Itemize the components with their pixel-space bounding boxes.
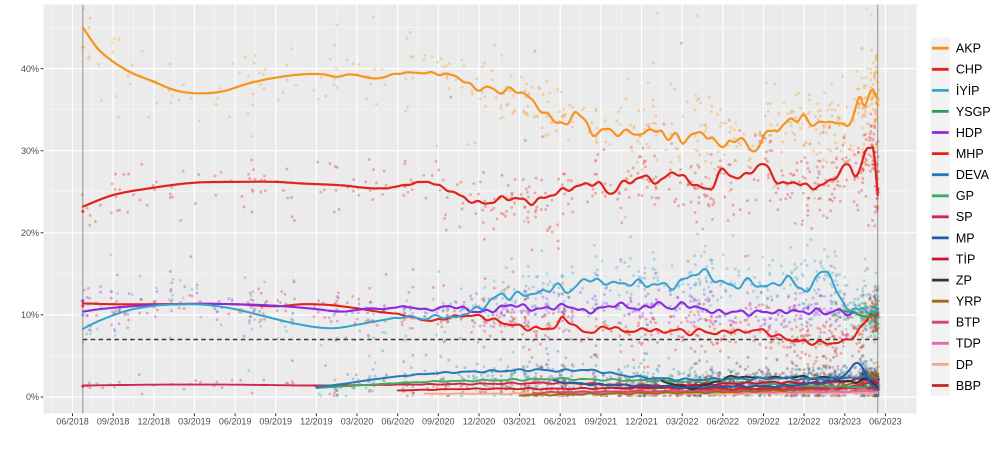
svg-text:09/2021: 09/2021	[585, 417, 618, 427]
svg-text:12/2019: 12/2019	[300, 417, 333, 427]
svg-text:03/2019: 03/2019	[178, 417, 211, 427]
svg-text:03/2020: 03/2020	[341, 417, 374, 427]
svg-text:03/2021: 03/2021	[503, 417, 536, 427]
svg-text:03/2022: 03/2022	[666, 417, 699, 427]
svg-text:09/2022: 09/2022	[747, 417, 780, 427]
svg-text:06/2018: 06/2018	[56, 417, 89, 427]
svg-text:09/2020: 09/2020	[422, 417, 455, 427]
svg-text:06/2019: 06/2019	[219, 417, 252, 427]
svg-text:12/2020: 12/2020	[463, 417, 496, 427]
svg-text:12/2018: 12/2018	[138, 417, 171, 427]
svg-text:06/2022: 06/2022	[707, 417, 740, 427]
svg-text:06/2021: 06/2021	[544, 417, 577, 427]
svg-text:12/2021: 12/2021	[625, 417, 658, 427]
svg-text:09/2019: 09/2019	[259, 417, 292, 427]
svg-text:09/2018: 09/2018	[97, 417, 130, 427]
svg-text:06/2020: 06/2020	[381, 417, 414, 427]
